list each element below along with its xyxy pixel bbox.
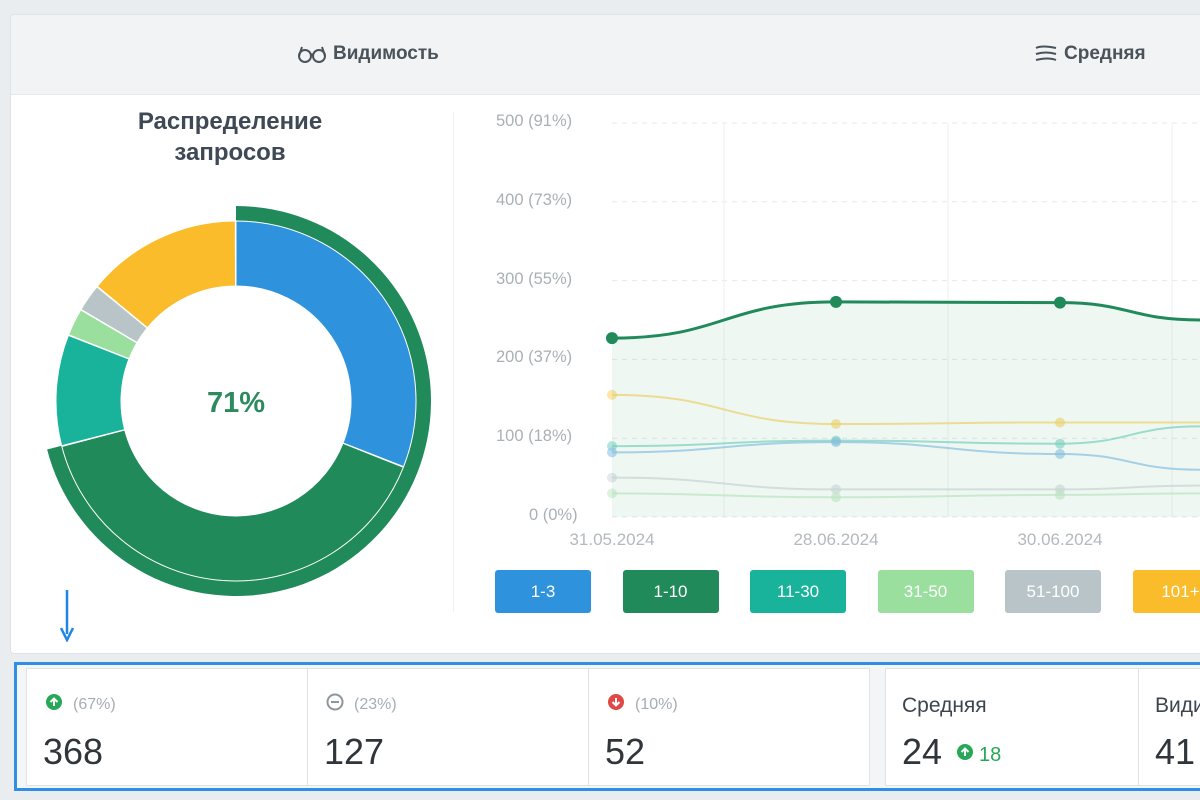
- arrow-up-circle-icon: [956, 743, 974, 767]
- distribution-title: Распределение запросов: [100, 106, 360, 168]
- stat-up-value: 368: [43, 731, 104, 772]
- legend-button-1-10[interactable]: 1-10: [622, 570, 719, 613]
- x-tick-label: 28.06.2024: [793, 530, 879, 549]
- stat-average-title: Средняя: [902, 694, 987, 717]
- tab-visibility[interactable]: Видимость: [297, 43, 439, 65]
- glasses-icon: [297, 44, 327, 64]
- distribution-donut-chart: 71%: [47, 206, 432, 596]
- legend-button-31-50[interactable]: 31-50: [877, 570, 974, 613]
- tab-average[interactable]: Средняя: [1034, 43, 1146, 65]
- stat-card-visibility[interactable]: Види 41: [1138, 668, 1200, 786]
- stat-visibility-value: 41: [1155, 731, 1196, 772]
- stat-average-delta: 18: [979, 743, 1002, 766]
- legend-button-101+[interactable]: 101+: [1132, 570, 1200, 613]
- chart-divider: [453, 112, 454, 612]
- y-tick-label: 400 (73%): [496, 190, 573, 209]
- down-arrow-icon: [59, 590, 75, 647]
- stat-down-pct: (10%): [635, 695, 678, 713]
- y-tick-label: 100 (18%): [496, 427, 573, 446]
- stats-bar: (67%) 368 (23%) 127 (10%) 52 Средняя 24 …: [14, 662, 1200, 791]
- minus-circle-icon: [326, 693, 344, 716]
- donut-center-value: 71%: [207, 387, 265, 419]
- donut-segment-11-30[interactable]: [55, 334, 130, 447]
- average-lines-icon: [1034, 44, 1058, 64]
- tab-average-label: Средняя: [1064, 43, 1146, 64]
- stat-visibility-title: Види: [1155, 694, 1200, 717]
- distribution-title-line1: Распределение: [137, 108, 323, 135]
- legend-button-11-30[interactable]: 11-30: [750, 570, 846, 613]
- legend-button-51-100[interactable]: 51-100: [1005, 570, 1101, 613]
- distribution-title-line2: запросов: [174, 139, 286, 166]
- arrow-up-circle-icon: [45, 693, 63, 716]
- stat-card-average[interactable]: Средняя 24 18: [885, 668, 1139, 786]
- stat-same-pct: (23%): [354, 695, 397, 713]
- tab-visibility-label: Видимость: [333, 43, 439, 64]
- x-tick-label: 31.05.2024: [569, 530, 655, 549]
- arrow-down-circle-icon: [607, 693, 625, 716]
- y-tick-label: 200 (37%): [496, 348, 573, 367]
- stat-card-same[interactable]: (23%) 127: [307, 668, 589, 786]
- stat-card-up[interactable]: (67%) 368: [26, 668, 308, 786]
- stat-down-value: 52: [605, 731, 646, 772]
- y-tick-label: 500 (91%): [496, 112, 573, 130]
- legend-button-1-3[interactable]: 1-3: [495, 570, 591, 613]
- y-tick-label: 0 (0%): [529, 506, 578, 524]
- stat-average-value: 24: [902, 731, 943, 772]
- donut-segment-1-3[interactable]: [235, 220, 417, 468]
- donut-segment-4-10[interactable]: [61, 429, 405, 582]
- donut-segment-101+[interactable]: [96, 220, 237, 329]
- x-tick-label: 30.06.2024: [1017, 530, 1103, 549]
- tab-bar: Видимость Средняя: [11, 15, 1200, 95]
- stat-same-value: 127: [324, 731, 385, 772]
- stat-up-pct: (67%): [73, 695, 116, 713]
- stat-card-down[interactable]: (10%) 52: [588, 668, 870, 786]
- y-tick-label: 300 (55%): [496, 269, 573, 288]
